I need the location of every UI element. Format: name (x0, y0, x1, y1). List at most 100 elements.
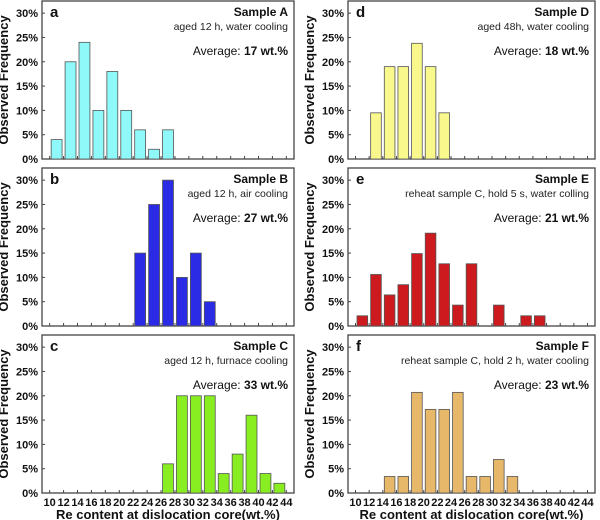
y-tick-label: 5% (22, 130, 38, 142)
y-tick-label: 10% (16, 105, 38, 117)
panel-d: 0% 5% 10% 15% 20% 25% 30% Observed Frequency d Sa… (302, 0, 596, 166)
bar-f-26-28 (465, 476, 478, 494)
bar-e-18-20 (411, 253, 423, 327)
panel-b: 0% 5% 10% 15% 20% 25% 30% Observed Frequency b Sa… (0, 167, 295, 333)
x-tick-label: 34 (513, 497, 526, 509)
x-tick-label: 22 (127, 497, 139, 509)
x-tick-label: 20 (418, 497, 430, 509)
bar-c-36-38 (231, 453, 244, 494)
average-label: Average: (494, 211, 545, 225)
x-tick-label: 18 (404, 497, 416, 509)
panel-letter: c (50, 338, 58, 355)
y-tick-label: 30% (322, 342, 344, 354)
y-tick-label: 10% (16, 272, 38, 284)
x-tick-label: 44 (581, 497, 594, 509)
panel-letter: b (50, 171, 59, 188)
x-tick-label: 38 (540, 497, 552, 509)
bar-f-30-32 (493, 459, 505, 494)
y-tick-label: 20% (16, 57, 38, 69)
x-tick-label: 42 (568, 497, 580, 509)
average-label: Average: (193, 211, 244, 225)
y-tick-label: 20% (322, 57, 344, 69)
bar-a-18-20 (106, 71, 119, 160)
y-tick-label: 5% (22, 297, 38, 309)
bar-e-26-28 (465, 263, 478, 327)
bar-b-22-24 (134, 252, 147, 327)
x-tick-label: 40 (554, 497, 566, 509)
bar-b-30-32 (189, 252, 202, 327)
x-tick-label: 12 (363, 497, 375, 509)
bar-a-20-22 (120, 109, 133, 160)
y-tick-label: 0% (22, 321, 38, 333)
y-tick-label: 30% (322, 175, 344, 187)
average-value: 21 wt.% (545, 211, 589, 225)
bar-f-20-22 (424, 408, 437, 494)
y-tick-label: 5% (22, 464, 38, 476)
panel-letter: f (356, 338, 362, 355)
bar-f-24-26 (452, 391, 464, 494)
x-tick-label: 36 (225, 497, 237, 509)
x-tick-label: 40 (252, 497, 264, 509)
average-annotation: Average: 27 wt.% (193, 211, 289, 225)
bar-c-30-32 (189, 395, 202, 494)
y-tick-label: 0% (328, 488, 344, 500)
x-tick-label: 16 (390, 497, 402, 509)
average-label: Average: (193, 44, 244, 58)
bar-f-16-18 (397, 476, 409, 494)
panel-subtitle: aged 12 h, water cooling (174, 21, 289, 33)
y-tick-label: 20% (16, 391, 38, 403)
bar-b-32-34 (203, 301, 216, 327)
y-axis-label: Observed Frequency (0, 349, 11, 479)
panel-title: Sample F (536, 339, 589, 353)
y-tick-label: 25% (16, 199, 38, 211)
average-label: Average: (494, 378, 545, 392)
bar-f-32-34 (506, 476, 519, 494)
y-tick-label: 20% (322, 391, 344, 403)
bar-e-14-16 (383, 294, 396, 327)
y-tick-label: 30% (16, 342, 38, 354)
x-tick-label: 14 (377, 497, 390, 509)
bar-c-38-40 (245, 414, 258, 494)
y-tick-label: 30% (16, 8, 38, 20)
y-tick-label: 0% (328, 321, 344, 333)
bar-d-20-22 (424, 66, 437, 160)
y-tick-label: 15% (16, 415, 38, 427)
y-tick-label: 25% (16, 366, 38, 378)
panel-e: 0% 5% 10% 15% 20% 25% 30% Observed Frequency e Sa… (302, 167, 596, 333)
y-tick-label: 20% (322, 224, 344, 236)
y-tick-label: 0% (22, 154, 38, 166)
average-value: 27 wt.% (244, 211, 288, 225)
bar-c-34-36 (217, 473, 230, 494)
bar-a-16-18 (92, 109, 105, 160)
panel-subtitle: reheat sample C, hold 2 h, water cooling (401, 355, 589, 367)
x-tick-label: 28 (472, 497, 484, 509)
bar-d-12-14 (370, 112, 382, 160)
x-tick-label: 24 (445, 497, 458, 509)
bar-e-30-32 (493, 304, 505, 327)
bar-a-22-24 (134, 129, 147, 160)
y-tick-label: 0% (328, 154, 344, 166)
average-annotation: Average: 21 wt.% (494, 211, 590, 225)
bar-b-28-30 (176, 276, 188, 327)
panel-subtitle: aged 12 h, furnace cooling (164, 355, 288, 367)
average-label: Average: (494, 44, 545, 58)
x-tick-label: 26 (459, 497, 471, 509)
x-tick-label: 32 (499, 497, 511, 509)
x-axis-label: Re content at dislocation core(wt.%) (360, 507, 584, 520)
average-value: 17 wt.% (244, 44, 288, 58)
bar-a-24-26 (148, 148, 160, 160)
x-tick-label: 10 (44, 497, 56, 509)
x-tick-label: 38 (238, 497, 250, 509)
x-axis-label: Re content at dislocation core(wt.%) (56, 507, 280, 520)
bar-b-26-28 (162, 179, 174, 327)
bar-e-20-22 (424, 232, 437, 327)
panel-c: 0% 5% 10% 15% 20% 25% 30% Observed Frequency c Sa… (0, 334, 295, 520)
x-tick-label: 14 (71, 497, 84, 509)
y-tick-label: 5% (328, 464, 344, 476)
y-tick-label: 10% (322, 272, 344, 284)
bar-f-14-16 (383, 476, 396, 494)
bar-f-22-24 (438, 408, 450, 494)
bar-c-42-44 (273, 482, 286, 494)
panel-title: Sample A (234, 5, 289, 19)
bar-b-24-26 (148, 204, 160, 327)
